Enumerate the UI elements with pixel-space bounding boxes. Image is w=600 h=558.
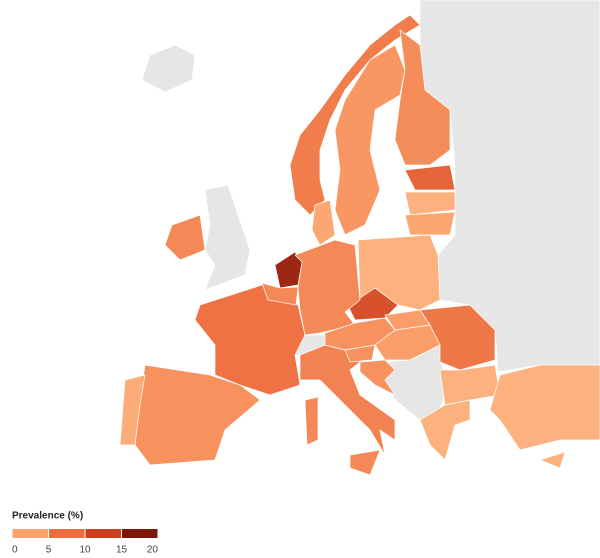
country bbox=[349, 449, 381, 476]
country bbox=[304, 396, 319, 446]
country bbox=[439, 364, 501, 406]
legend-swatch bbox=[48, 529, 85, 538]
country bbox=[359, 359, 397, 396]
country bbox=[164, 214, 206, 261]
country bbox=[344, 344, 376, 363]
country bbox=[294, 239, 361, 336]
legend-tick-label: 10 bbox=[79, 545, 91, 556]
legend-swatch bbox=[85, 529, 122, 538]
land bbox=[204, 184, 251, 291]
country bbox=[311, 199, 336, 246]
legend-tick-label: 5 bbox=[46, 545, 52, 556]
country bbox=[261, 282, 299, 306]
legend-swatch bbox=[121, 529, 158, 538]
legend-swatch bbox=[12, 529, 49, 538]
legend-title: Prevalence (%) bbox=[12, 511, 83, 522]
country bbox=[419, 399, 471, 461]
country bbox=[404, 191, 456, 216]
country bbox=[538, 451, 566, 469]
country bbox=[334, 44, 406, 236]
country bbox=[384, 309, 431, 331]
country bbox=[404, 211, 456, 236]
country bbox=[394, 29, 451, 166]
legend-tick-label: 0 bbox=[12, 545, 18, 556]
legend-tick-label: 15 bbox=[116, 545, 128, 556]
legend: 0 5 10 15 20 bbox=[11, 529, 159, 556]
legend-tick-label: 20 bbox=[147, 545, 159, 556]
country bbox=[119, 374, 146, 446]
land bbox=[141, 44, 196, 93]
country bbox=[404, 164, 456, 191]
country bbox=[489, 364, 600, 451]
